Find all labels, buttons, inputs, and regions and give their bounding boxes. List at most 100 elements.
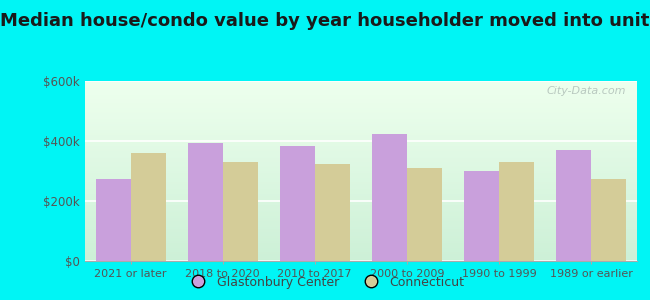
Bar — [84, 137, 637, 139]
Bar — [84, 148, 637, 149]
Bar — [499, 162, 534, 261]
Bar — [131, 153, 166, 261]
Bar — [84, 221, 637, 223]
Bar — [84, 241, 637, 243]
Bar — [84, 86, 637, 88]
Bar — [84, 182, 637, 184]
Bar — [84, 218, 637, 220]
Bar — [84, 94, 637, 95]
Bar — [315, 164, 350, 261]
Bar — [84, 103, 637, 104]
Bar — [84, 126, 637, 128]
Bar — [84, 225, 637, 227]
Bar — [84, 196, 637, 198]
Text: City-Data.com: City-Data.com — [547, 86, 626, 96]
Bar — [84, 250, 637, 252]
Bar — [84, 119, 637, 121]
Bar — [84, 142, 637, 144]
Bar — [84, 121, 637, 122]
Bar — [84, 158, 637, 160]
Bar — [84, 157, 637, 158]
Bar — [280, 146, 315, 261]
Bar — [84, 175, 637, 176]
Bar — [84, 135, 637, 137]
Bar — [84, 122, 637, 124]
Bar — [84, 171, 637, 173]
Bar — [464, 171, 499, 261]
Bar — [372, 134, 407, 261]
Bar — [84, 164, 637, 166]
Bar — [556, 150, 591, 261]
Bar — [84, 131, 637, 133]
Bar — [84, 189, 637, 191]
Bar — [84, 252, 637, 254]
Bar — [96, 178, 131, 261]
Bar — [84, 243, 637, 245]
Bar — [84, 169, 637, 171]
Bar — [84, 153, 637, 155]
Bar — [84, 151, 637, 153]
Bar — [84, 104, 637, 106]
Bar — [84, 212, 637, 214]
Text: Median house/condo value by year householder moved into unit: Median house/condo value by year househo… — [0, 12, 650, 30]
Bar — [84, 247, 637, 248]
Bar — [84, 167, 637, 169]
Bar — [84, 232, 637, 234]
Bar — [84, 155, 637, 157]
Bar — [84, 95, 637, 97]
Bar — [84, 230, 637, 232]
Bar — [84, 106, 637, 108]
Bar — [84, 239, 637, 241]
Bar — [84, 176, 637, 178]
Bar — [84, 198, 637, 200]
Bar — [84, 178, 637, 180]
Bar — [84, 216, 637, 218]
Bar — [84, 112, 637, 113]
Bar — [84, 203, 637, 205]
Bar — [84, 256, 637, 257]
Bar — [84, 259, 637, 261]
Bar — [84, 184, 637, 185]
Bar — [84, 133, 637, 135]
Bar — [84, 90, 637, 92]
Bar — [84, 234, 637, 236]
Bar — [84, 117, 637, 119]
Bar — [84, 166, 637, 167]
Bar — [84, 200, 637, 202]
Bar — [84, 205, 637, 207]
Bar — [188, 143, 222, 261]
Bar — [84, 110, 637, 112]
Bar — [84, 202, 637, 203]
Bar — [84, 99, 637, 101]
Bar — [222, 162, 257, 261]
Bar — [84, 149, 637, 151]
Bar — [84, 101, 637, 103]
Bar — [84, 227, 637, 229]
Bar — [84, 211, 637, 212]
Bar — [84, 173, 637, 175]
Bar — [84, 130, 637, 131]
Bar — [84, 115, 637, 117]
Bar — [84, 257, 637, 259]
Bar — [84, 140, 637, 142]
Bar — [84, 187, 637, 189]
Bar — [84, 83, 637, 85]
Bar — [84, 97, 637, 99]
Bar — [84, 209, 637, 211]
Legend: Glastonbury Center, Connecticut: Glastonbury Center, Connecticut — [181, 271, 469, 294]
Bar — [84, 85, 637, 86]
Bar — [84, 162, 637, 164]
Bar — [84, 223, 637, 225]
Bar — [84, 185, 637, 187]
Bar — [84, 92, 637, 94]
Bar — [84, 160, 637, 162]
Bar — [84, 81, 637, 83]
Bar — [84, 238, 637, 239]
Bar — [84, 144, 637, 146]
Bar — [84, 139, 637, 140]
Bar — [84, 124, 637, 126]
Bar — [84, 245, 637, 247]
Bar — [84, 229, 637, 230]
Bar — [84, 220, 637, 221]
Bar — [84, 113, 637, 115]
